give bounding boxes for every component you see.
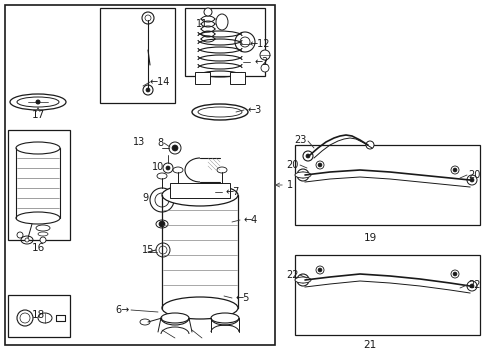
Circle shape — [305, 154, 309, 158]
Circle shape — [240, 37, 249, 47]
Circle shape — [303, 151, 312, 161]
Circle shape — [299, 277, 305, 283]
Text: 20: 20 — [286, 160, 298, 170]
Text: 13: 13 — [132, 137, 145, 147]
Circle shape — [317, 268, 321, 272]
Circle shape — [296, 274, 308, 286]
Circle shape — [159, 221, 164, 227]
Circle shape — [169, 142, 181, 154]
Circle shape — [40, 237, 46, 243]
Circle shape — [17, 232, 23, 238]
Ellipse shape — [192, 104, 247, 120]
Text: 20: 20 — [467, 170, 479, 180]
Text: ←3: ←3 — [247, 105, 262, 115]
Ellipse shape — [162, 297, 238, 319]
Text: 22: 22 — [467, 280, 480, 290]
Bar — [100, 8, 175, 103]
Circle shape — [146, 88, 150, 92]
Text: 16: 16 — [31, 243, 44, 253]
Circle shape — [159, 246, 167, 254]
Text: ←12: ←12 — [249, 39, 270, 49]
Text: 6→: 6→ — [116, 305, 130, 315]
Bar — [294, 255, 479, 335]
Circle shape — [315, 266, 324, 274]
Bar — [195, 72, 209, 84]
Ellipse shape — [156, 220, 168, 228]
Text: 19: 19 — [363, 233, 376, 243]
Circle shape — [450, 166, 458, 174]
Bar — [294, 145, 479, 225]
Circle shape — [469, 178, 473, 182]
Text: 11: 11 — [196, 19, 208, 29]
Text: 15: 15 — [142, 245, 154, 255]
Circle shape — [466, 175, 476, 185]
Text: 21: 21 — [363, 340, 376, 350]
Text: ←4: ←4 — [244, 215, 258, 225]
Text: ←2: ←2 — [254, 57, 269, 67]
Circle shape — [450, 270, 458, 278]
Ellipse shape — [140, 319, 150, 325]
Circle shape — [156, 243, 170, 257]
Circle shape — [317, 163, 321, 167]
Text: 1: 1 — [286, 180, 292, 190]
Circle shape — [315, 161, 324, 169]
Circle shape — [260, 50, 269, 60]
Bar — [229, 72, 244, 84]
Circle shape — [203, 8, 212, 16]
Text: ←5: ←5 — [236, 293, 250, 303]
Circle shape — [452, 272, 456, 276]
Ellipse shape — [157, 173, 167, 179]
Circle shape — [150, 188, 174, 212]
Circle shape — [452, 168, 456, 172]
Text: 18: 18 — [31, 310, 44, 320]
Circle shape — [235, 32, 254, 52]
Circle shape — [172, 145, 178, 151]
Ellipse shape — [294, 277, 310, 283]
Circle shape — [261, 64, 268, 72]
Circle shape — [365, 141, 373, 149]
Circle shape — [36, 100, 40, 104]
Circle shape — [25, 238, 29, 242]
Ellipse shape — [162, 184, 238, 206]
Bar — [5, 5, 274, 345]
Circle shape — [299, 172, 305, 178]
Text: ←14: ←14 — [150, 77, 170, 87]
Bar — [8, 130, 70, 240]
Text: 9: 9 — [142, 193, 148, 203]
Circle shape — [165, 166, 170, 170]
Text: 17: 17 — [31, 110, 44, 120]
Circle shape — [163, 163, 173, 173]
Text: ←7: ←7 — [225, 187, 240, 197]
Ellipse shape — [173, 167, 183, 173]
Ellipse shape — [210, 313, 239, 323]
Ellipse shape — [294, 172, 310, 178]
Ellipse shape — [198, 107, 242, 117]
Text: 10: 10 — [152, 162, 164, 172]
Text: 22: 22 — [286, 270, 298, 280]
Text: 23: 23 — [294, 135, 306, 145]
Bar — [8, 295, 70, 337]
Bar — [170, 183, 229, 198]
Circle shape — [296, 169, 308, 181]
Ellipse shape — [161, 313, 189, 323]
Circle shape — [469, 284, 473, 288]
Circle shape — [142, 85, 153, 95]
Ellipse shape — [217, 167, 226, 173]
Circle shape — [155, 193, 169, 207]
Bar — [184, 8, 264, 76]
Circle shape — [466, 281, 476, 291]
Text: 8: 8 — [157, 138, 163, 148]
